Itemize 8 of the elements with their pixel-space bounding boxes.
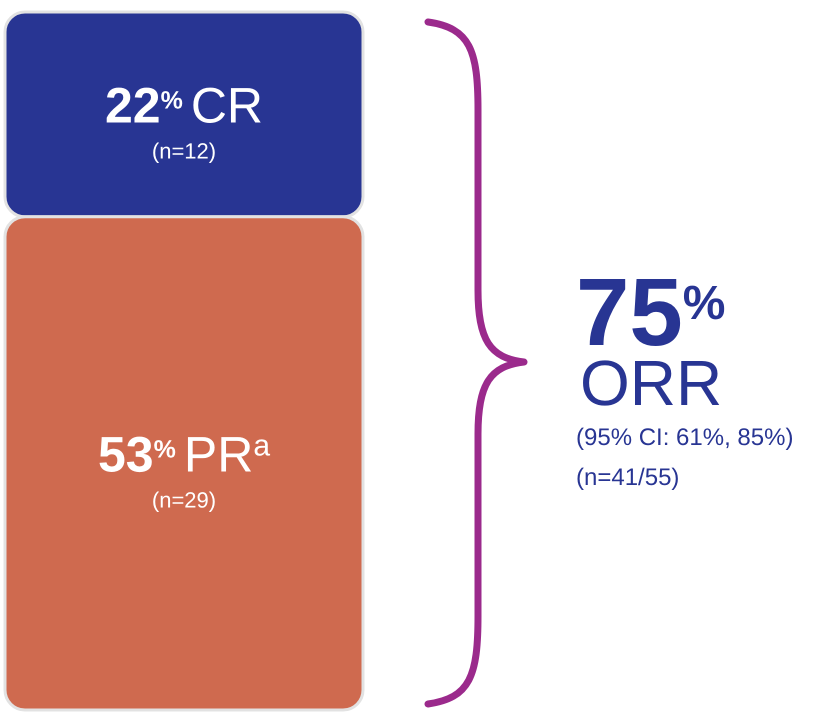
annotation: (n=12) <box>152 138 216 164</box>
data-label: 22$^{%}$ <box>104 77 183 134</box>
data-label: 53$^{%}$ <box>98 426 176 482</box>
annotation: (n=29) <box>152 487 216 512</box>
series-label: CR <box>190 77 264 134</box>
text: (n=41/55) <box>576 464 680 491</box>
series-label: PR$^{a}$ <box>184 426 270 482</box>
text: (95% CI: 61%, 85%) <box>576 424 794 451</box>
